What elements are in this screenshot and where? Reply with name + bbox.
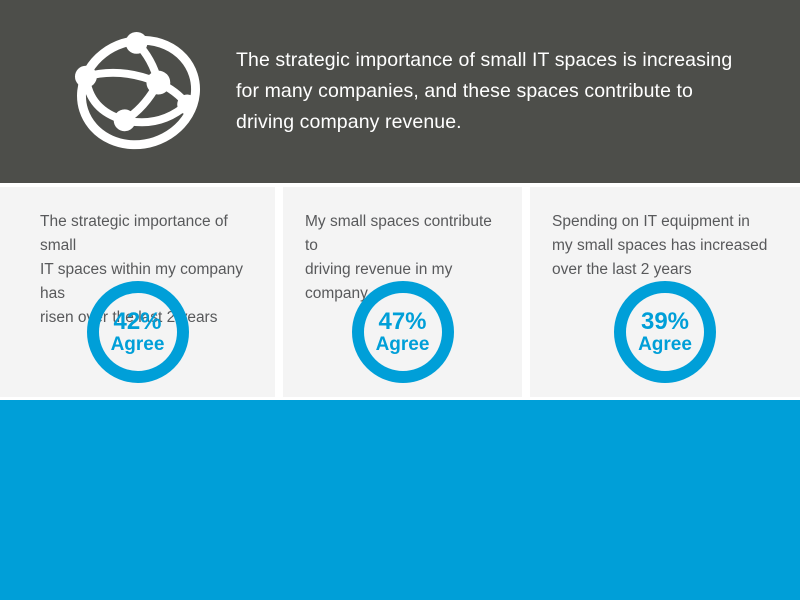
stat-label: Agree [638,334,692,355]
stat-statement-line: My small spaces contribute to [305,213,492,254]
stat-statement-line: over the last 2 years [552,261,692,278]
header-headline-line: driving company revenue. [236,111,462,133]
stat-statement: Spending on IT equipment in my small spa… [552,210,786,282]
stat-ring: 42% Agree [86,281,189,383]
header-divider [0,183,800,187]
stat-statement-line: driving revenue in my company [305,261,453,302]
footer-band [0,400,800,600]
stat-statement-line: IT spaces within my company has [40,261,244,302]
header-headline-line: The strategic importance of small IT spa… [236,49,733,71]
stat-ring: 39% Agree [614,281,716,383]
header-headline: The strategic importance of small IT spa… [236,45,732,138]
stat-label: Agree [375,334,430,355]
stat-panel-driving-revenue: My small spaces contribute to driving re… [283,187,522,397]
stat-statement-line: Spending on IT equipment in [552,213,750,230]
stat-statement: My small spaces contribute to driving re… [305,210,508,306]
stat-statement-line: The strategic importance of small [40,213,228,254]
header-banner: The strategic importance of small IT spa… [0,0,800,183]
stats-row: The strategic importance of small IT spa… [0,187,800,397]
stat-value: 42% [113,308,162,335]
stat-statement-line: my small spaces has increased [552,237,768,254]
stat-label: Agree [110,334,165,355]
network-globe-icon [73,24,206,159]
stat-value: 47% [378,308,427,335]
header-headline-line: for many companies, and these spaces con… [236,80,694,102]
stat-panel-strategic-importance: The strategic importance of small IT spa… [0,187,275,397]
stat-panel-it-spending: Spending on IT equipment in my small spa… [530,187,800,397]
stat-value: 39% [640,308,690,335]
stat-ring: 47% Agree [351,281,454,383]
stats-footer-divider [0,397,800,400]
